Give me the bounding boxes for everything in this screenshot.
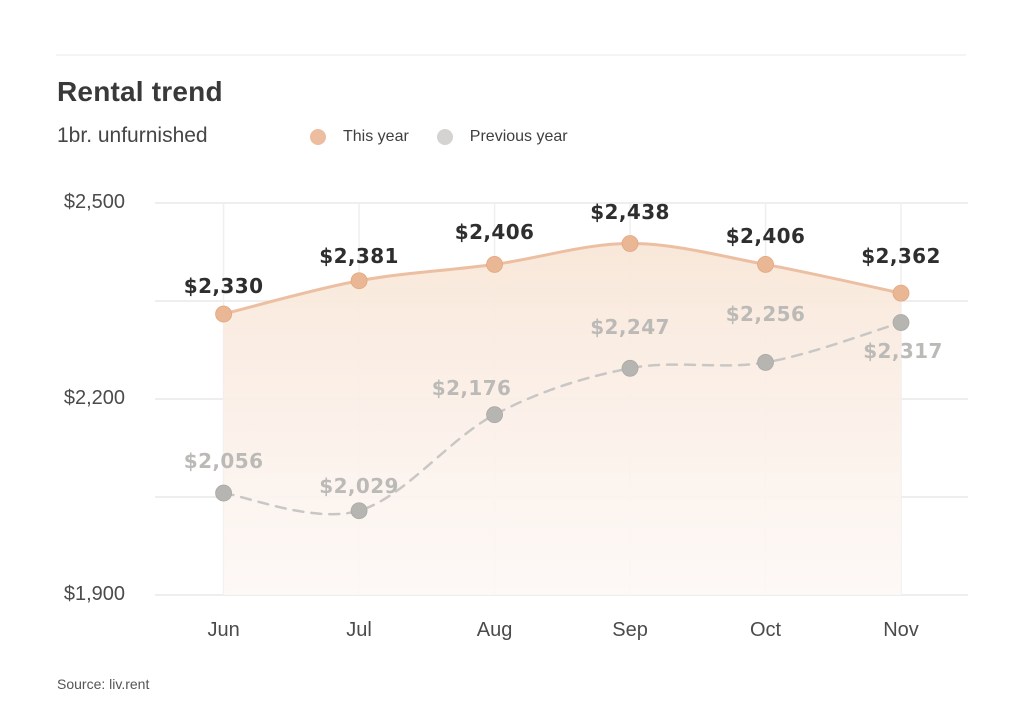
x-axis-label-oct: Oct (749, 619, 782, 641)
value-label-previous-year-jun: $2,056 (183, 449, 264, 474)
legend-label-this-year: This year (343, 128, 409, 145)
data-point-previous-year-jul (350, 502, 368, 520)
chart-legend: This year Previous year (310, 128, 568, 146)
data-point-previous-year-aug (486, 406, 503, 424)
top-divider (56, 54, 966, 56)
this-year-dot-icon (310, 129, 326, 145)
line-previous-year (222, 321, 903, 516)
value-label-this-year-sep: $2,438 (590, 199, 670, 224)
x-axis-label-jun: Jun (207, 619, 240, 641)
previous-year-dot-icon (436, 129, 453, 145)
x-axis-label-aug: Aug (476, 619, 513, 641)
data-point-this-year-jun (215, 305, 233, 323)
value-label-this-year-aug: $2,406 (454, 220, 535, 245)
y-axis-label-2200: $2,200 (63, 387, 125, 409)
value-label-previous-year-aug: $2,176 (431, 375, 512, 400)
data-point-previous-year-sep (621, 359, 639, 377)
value-label-previous-year-oct: $2,256 (725, 302, 806, 327)
legend-item-this-year: This year (310, 128, 409, 146)
data-point-this-year-jul (350, 272, 368, 290)
value-label-this-year-jun: $2,330 (183, 274, 264, 299)
page-title: Rental trend (57, 76, 223, 107)
x-axis-label-nov: Nov (883, 619, 919, 641)
x-axis-label-sep: Sep (612, 619, 648, 641)
source-note: Source: liv.rent (57, 676, 150, 692)
legend-item-previous-year: Previous year (436, 128, 568, 146)
value-label-previous-year-jul: $2,029 (319, 473, 399, 498)
value-label-previous-year-nov: $2,317 (863, 338, 943, 363)
y-axis-label-1900: $1,900 (63, 583, 125, 605)
data-point-this-year-nov (892, 284, 910, 302)
x-axis-label-jul: Jul (346, 619, 372, 641)
value-label-this-year-oct: $2,406 (725, 224, 806, 249)
data-point-this-year-aug (486, 256, 503, 273)
value-label-previous-year-sep: $2,247 (590, 315, 670, 340)
data-point-previous-year-jun (215, 484, 233, 502)
legend-label-previous-year: Previous year (469, 128, 568, 145)
this-year-area-fill (223, 243, 902, 596)
data-point-this-year-sep (621, 235, 639, 252)
data-point-previous-year-oct (757, 354, 774, 371)
value-label-this-year-nov: $2,362 (861, 244, 941, 269)
data-point-this-year-oct (757, 256, 774, 273)
line-this-year (222, 242, 903, 316)
data-point-previous-year-nov (892, 314, 910, 331)
chart-subtitle: 1br. unfurnished (57, 124, 208, 147)
y-axis-label-2500: $2,500 (63, 191, 125, 213)
value-label-this-year-jul: $2,381 (319, 243, 399, 268)
